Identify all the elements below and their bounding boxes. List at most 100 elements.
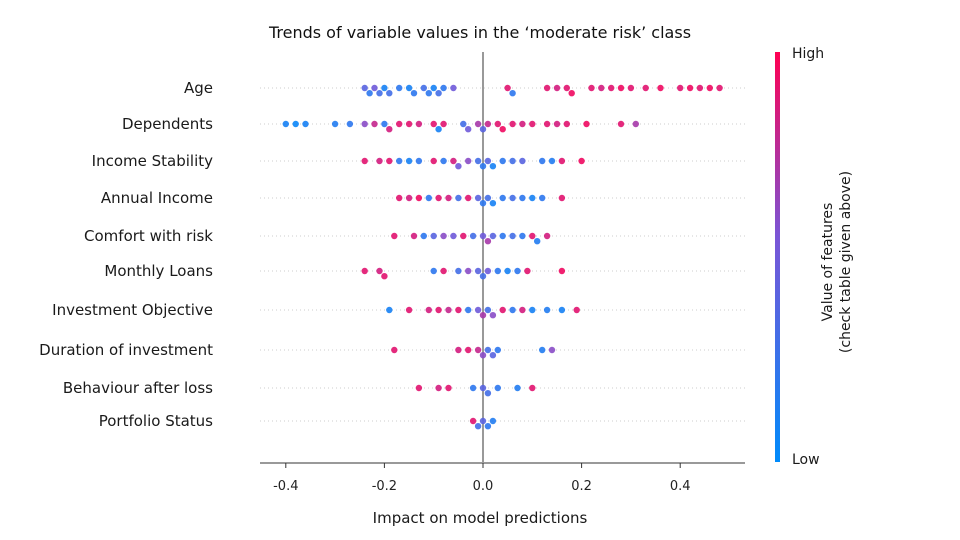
x-tick-label-1: -0.2 xyxy=(372,479,397,494)
colorbar-title-line2: (check table given above) xyxy=(838,171,854,353)
point-income-stability-2 xyxy=(386,157,393,165)
point-age-29 xyxy=(686,84,694,92)
point-investment-objective-3 xyxy=(435,306,442,314)
point-dependents-20 xyxy=(494,120,501,128)
point-annual-income-5 xyxy=(445,194,452,202)
point-age-23 xyxy=(608,84,615,92)
point-income-stability-21 xyxy=(578,157,585,165)
row-guides xyxy=(260,87,745,422)
point-monthly-loans-10 xyxy=(494,267,501,275)
point-dependents-24 xyxy=(529,120,536,128)
point-dependents-28 xyxy=(583,120,590,128)
point-comfort-with-risk-13 xyxy=(519,232,526,240)
feature-label-portfolio-status: Portfolio Status xyxy=(99,412,213,430)
point-duration-of-investment-3 xyxy=(474,346,482,354)
point-duration-of-investment-8 xyxy=(539,346,546,354)
point-annual-income-16 xyxy=(539,194,546,202)
point-age-2 xyxy=(371,84,378,92)
point-comfort-with-risk-1 xyxy=(410,232,418,240)
point-monthly-loans-5 xyxy=(455,267,462,275)
point-investment-objective-11 xyxy=(499,306,506,314)
point-comfort-with-risk-4 xyxy=(440,232,447,240)
point-investment-objective-9 xyxy=(484,306,492,314)
colorbar-title-line1: Value of features xyxy=(820,203,836,322)
point-dependents-15 xyxy=(460,120,467,128)
point-age-8 xyxy=(410,90,418,97)
point-monthly-loans-14 xyxy=(558,267,566,275)
point-monthly-loans-2 xyxy=(381,273,388,280)
point-dependents-25 xyxy=(543,120,551,128)
point-comfort-with-risk-16 xyxy=(543,232,551,240)
point-comfort-with-risk-15 xyxy=(534,238,541,245)
point-comfort-with-risk-12 xyxy=(509,232,516,240)
point-age-1 xyxy=(366,90,373,97)
point-comfort-with-risk-10 xyxy=(489,232,497,240)
point-age-32 xyxy=(716,84,723,92)
point-investment-objective-2 xyxy=(425,306,432,314)
point-dependents-22 xyxy=(509,120,516,128)
x-tick-label-4: 0.4 xyxy=(670,479,691,494)
x-tick-label-3: 0.2 xyxy=(571,479,592,494)
point-age-24 xyxy=(617,84,625,92)
point-annual-income-7 xyxy=(465,194,472,202)
point-age-15 xyxy=(504,84,511,92)
point-investment-objective-13 xyxy=(519,306,526,314)
point-income-stability-13 xyxy=(484,157,492,165)
point-age-9 xyxy=(420,84,427,92)
point-dependents-29 xyxy=(617,120,625,128)
point-annual-income-9 xyxy=(479,200,487,207)
point-investment-objective-5 xyxy=(455,306,462,314)
point-age-14 xyxy=(450,84,457,92)
point-dependents-30 xyxy=(632,120,639,128)
point-portfolio-status-3 xyxy=(484,423,492,430)
point-monthly-loans-1 xyxy=(376,267,383,275)
point-comfort-with-risk-6 xyxy=(460,232,467,240)
point-duration-of-investment-6 xyxy=(489,352,497,359)
point-comfort-with-risk-0 xyxy=(391,232,398,240)
point-income-stability-14 xyxy=(489,163,497,170)
point-dependents-8 xyxy=(386,126,393,133)
point-monthly-loans-7 xyxy=(474,267,482,275)
point-age-26 xyxy=(642,84,649,92)
point-dependents-3 xyxy=(331,120,339,128)
point-portfolio-status-4 xyxy=(489,417,497,425)
point-behaviour-after-loss-0 xyxy=(415,384,423,392)
point-comfort-with-risk-2 xyxy=(420,232,427,240)
point-investment-objective-8 xyxy=(479,312,487,319)
feature-label-behaviour-after-loss: Behaviour after loss xyxy=(63,379,213,397)
point-dependents-10 xyxy=(405,120,413,128)
point-duration-of-investment-0 xyxy=(391,346,398,354)
point-age-5 xyxy=(386,90,393,97)
point-investment-objective-0 xyxy=(386,306,393,314)
point-behaviour-after-loss-5 xyxy=(484,390,492,397)
x-tick-label-0: -0.4 xyxy=(273,479,298,494)
point-income-stability-8 xyxy=(450,157,457,165)
point-income-stability-19 xyxy=(548,157,556,165)
point-portfolio-status-2 xyxy=(479,417,487,425)
point-monthly-loans-8 xyxy=(479,273,487,280)
point-income-stability-1 xyxy=(376,157,383,165)
point-comfort-with-risk-11 xyxy=(499,232,506,240)
colorbar-title: Value of features (check table given abo… xyxy=(820,171,854,353)
colorbar-low-label: Low xyxy=(792,452,820,468)
point-income-stability-0 xyxy=(361,157,368,165)
point-dependents-13 xyxy=(435,126,442,133)
feature-label-investment-objective: Investment Objective xyxy=(52,301,213,319)
point-investment-objective-17 xyxy=(573,306,580,314)
x-ticks: -0.4 -0.2 0.0 0.2 0.4 xyxy=(273,463,691,494)
point-monthly-loans-4 xyxy=(440,267,447,275)
point-annual-income-10 xyxy=(484,194,492,202)
point-investment-objective-1 xyxy=(405,306,413,314)
point-comfort-with-risk-7 xyxy=(469,232,477,240)
point-duration-of-investment-9 xyxy=(548,346,556,354)
point-dependents-11 xyxy=(415,120,423,128)
point-income-stability-10 xyxy=(465,157,472,165)
point-income-stability-11 xyxy=(474,157,482,165)
point-monthly-loans-13 xyxy=(524,267,531,275)
point-dependents-16 xyxy=(465,126,472,133)
point-annual-income-17 xyxy=(558,194,566,202)
point-duration-of-investment-2 xyxy=(465,346,472,354)
point-age-18 xyxy=(553,84,561,92)
point-annual-income-6 xyxy=(455,194,462,202)
point-investment-objective-10 xyxy=(489,312,497,319)
